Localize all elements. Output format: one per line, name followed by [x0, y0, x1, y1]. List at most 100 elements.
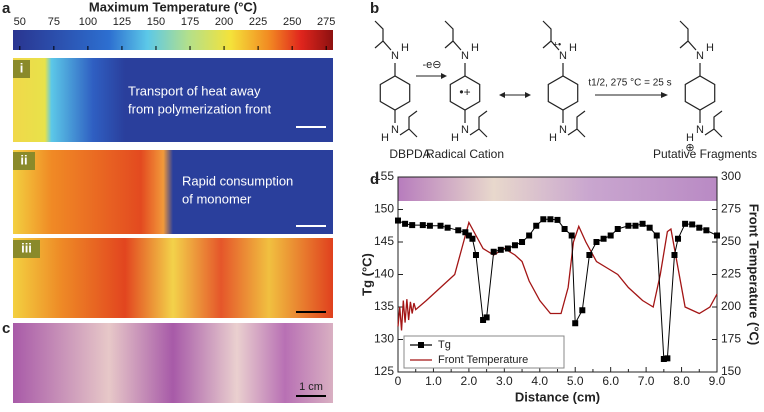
ring — [547, 75, 579, 111]
y2-tick-label: 250 — [721, 234, 741, 248]
point — [614, 226, 621, 232]
atom-label: ⊕ — [685, 142, 694, 154]
atom-label: H — [706, 42, 714, 54]
x-tick-label: 5.0 — [567, 374, 584, 388]
point — [395, 217, 401, 224]
thermal-image — [13, 238, 333, 318]
structure-label: Putative Fragments — [653, 147, 757, 161]
x-tick-label: 4.0 — [531, 374, 548, 388]
sample-strip — [398, 177, 717, 201]
point — [572, 320, 579, 327]
atom-label: H — [686, 132, 694, 144]
point — [561, 226, 568, 232]
point — [579, 307, 586, 314]
colorbar-tick-label: 75 — [48, 16, 60, 28]
point — [526, 232, 533, 239]
atom-label: H — [549, 132, 557, 144]
point — [653, 232, 660, 239]
point — [519, 239, 526, 245]
y-tick-label: 135 — [374, 299, 394, 313]
point — [426, 222, 433, 229]
colorbar-tick-label: 100 — [79, 16, 97, 28]
colorbar-tick-label: 200 — [215, 16, 233, 28]
atom-label: H — [451, 132, 459, 144]
x-tick-label: 1.0 — [425, 374, 442, 388]
x-axis-title: Distance (cm) — [515, 389, 600, 404]
y-axis-title: Tg (°C) — [359, 253, 374, 296]
point — [409, 222, 416, 229]
atom-label: N — [461, 50, 469, 62]
colorbar — [13, 30, 333, 50]
point — [455, 227, 462, 234]
y-tick-label: 145 — [374, 234, 394, 248]
point — [402, 220, 409, 227]
y2-tick-label: 275 — [721, 202, 741, 216]
point — [696, 224, 703, 231]
point — [646, 224, 653, 231]
point — [586, 252, 593, 258]
y-tick-label: 130 — [374, 332, 394, 346]
point — [607, 232, 614, 239]
y-tick-label: 125 — [374, 364, 394, 378]
point — [490, 248, 497, 255]
image-label-box — [13, 152, 35, 170]
colorbar-tick-label: 275 — [317, 16, 335, 28]
atom-label: H — [471, 42, 479, 54]
y-tick-label: 150 — [374, 202, 394, 216]
chain — [444, 20, 462, 51]
panel-label: c — [2, 320, 10, 337]
point — [469, 235, 476, 242]
y-tick-label: 155 — [374, 169, 394, 183]
image-label: i — [20, 60, 24, 75]
point — [682, 220, 689, 227]
point — [483, 314, 490, 321]
point — [568, 232, 575, 239]
colorbar-tick-label: 50 — [14, 16, 26, 28]
point — [593, 239, 600, 245]
colorbar-title: Maximum Temperature (°C) — [89, 0, 257, 14]
colorbar-tick-label: 225 — [249, 16, 267, 28]
chain — [399, 110, 418, 138]
point — [703, 227, 710, 234]
panel-label: d — [370, 171, 379, 188]
y2-tick-label: 150 — [721, 364, 741, 378]
point — [689, 221, 696, 228]
point — [632, 222, 639, 229]
ring — [379, 75, 411, 111]
scale-label: 1 cm — [299, 381, 323, 393]
x-tick-label: 3.0 — [496, 374, 513, 388]
colorbar-tick-label: 150 — [147, 16, 165, 28]
ring — [684, 75, 716, 111]
structure-label: DBPDA — [389, 147, 430, 161]
image-label: iii — [21, 240, 32, 255]
colorbar-tick-label: 125 — [113, 16, 131, 28]
image-label: ii — [20, 152, 27, 167]
point — [600, 235, 607, 242]
atom-label: N — [559, 124, 567, 136]
point — [664, 355, 671, 362]
structures — [374, 20, 723, 138]
point — [671, 252, 678, 258]
y2-tick-label: 175 — [721, 332, 741, 346]
point — [660, 356, 667, 362]
point — [504, 245, 511, 252]
image-label-box — [13, 60, 30, 78]
atom-label: H — [401, 42, 409, 54]
image-label-box — [13, 240, 40, 258]
rate-label: t1/2, 275 °C = 25 s — [588, 78, 671, 89]
atom-label: H — [569, 42, 577, 54]
arrow-head — [441, 73, 447, 79]
atom-label: N — [391, 50, 399, 62]
chart: 0 1.0 2.0 3.0 4.0 5.0 6.0 7.0 8.0 9.0 125 130 135 140… — [359, 169, 761, 404]
legend — [403, 335, 565, 369]
y2-tick-label: 200 — [721, 299, 741, 313]
point — [444, 224, 451, 231]
chain — [542, 20, 560, 51]
chain — [704, 110, 723, 138]
point — [547, 216, 554, 223]
point — [511, 242, 518, 249]
point — [462, 229, 469, 236]
sample-photo — [13, 323, 333, 403]
legend-marker — [418, 342, 424, 348]
point — [540, 216, 547, 223]
